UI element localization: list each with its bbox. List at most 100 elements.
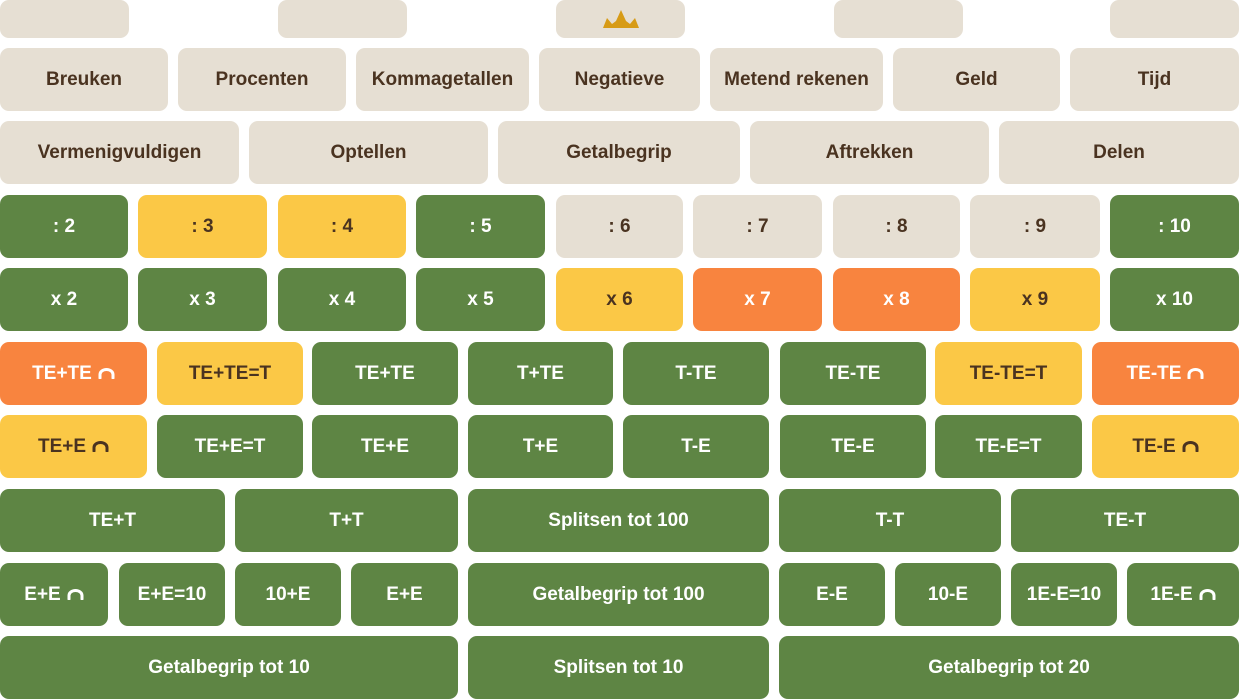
tile-label: Splitsen tot 100 <box>548 509 689 531</box>
multiplication-x-9-button[interactable]: x 9 <box>970 268 1100 331</box>
tile-label: 1E-E <box>1150 583 1193 605</box>
te_row-te-te-button[interactable]: TE-TE <box>1092 342 1239 405</box>
level-top-tile-4[interactable] <box>834 0 963 38</box>
subjects-breuken-button[interactable]: Breuken <box>0 48 168 111</box>
division-div-6-button[interactable]: : 6 <box>556 195 683 258</box>
small_row-epluse-button[interactable]: E+E <box>0 563 108 626</box>
division-div-3-button[interactable]: : 3 <box>138 195 267 258</box>
base_row-getalbegrip-tot-20-button[interactable]: Getalbegrip tot 20 <box>779 636 1239 699</box>
base_row-getalbegrip-tot-10-button[interactable]: Getalbegrip tot 10 <box>0 636 458 699</box>
tile-label: TE+E <box>360 435 410 457</box>
tile-label: T-T <box>875 509 905 531</box>
small_row-1e-eeq10-button[interactable]: 1E-E=10 <box>1011 563 1117 626</box>
small_row-10-e-button[interactable]: 10-E <box>895 563 1001 626</box>
t_row-te-t-button[interactable]: TE-T <box>1011 489 1239 552</box>
tile-label: TE-TE <box>825 362 881 384</box>
operations-getalbegrip-button[interactable]: Getalbegrip <box>498 121 740 184</box>
tile-label: x 2 <box>50 288 78 310</box>
division-div-4-button[interactable]: : 4 <box>278 195 406 258</box>
subjects-procenten-button[interactable]: Procenten <box>178 48 346 111</box>
e_row-te-e-button[interactable]: TE-E <box>780 415 926 478</box>
operations-delen-button[interactable]: Delen <box>999 121 1239 184</box>
t_row-t-t-button[interactable]: T-T <box>779 489 1001 552</box>
t_row-splitsen-tot-100-button[interactable]: Splitsen tot 100 <box>468 489 769 552</box>
tile-label: : 7 <box>746 215 769 237</box>
tile-label: T+E <box>522 435 559 457</box>
tile-label: TE+TE=T <box>188 362 272 384</box>
e_row-te-eeqt-button[interactable]: TE-E=T <box>935 415 1082 478</box>
tile-label: x 9 <box>1021 288 1049 310</box>
level-top-tile-1[interactable] <box>0 0 129 38</box>
e_row-t-e-button[interactable]: T-E <box>623 415 769 478</box>
t_row-tplust-button[interactable]: T+T <box>235 489 458 552</box>
operations-aftrekken-button[interactable]: Aftrekken <box>750 121 989 184</box>
tile-label: Negatieve <box>574 68 665 90</box>
multiplication-x-5-button[interactable]: x 5 <box>416 268 545 331</box>
e_row-tpluse-button[interactable]: T+E <box>468 415 613 478</box>
tile-label: Metend rekenen <box>724 68 869 90</box>
tile-label: TE+TE <box>32 362 92 384</box>
tile-label: 10+E <box>265 583 311 605</box>
multiplication-x-7-button[interactable]: x 7 <box>693 268 822 331</box>
tile-label: Splitsen tot 10 <box>553 656 684 678</box>
level-top-tile-5[interactable] <box>1110 0 1239 38</box>
small_row-epluse-button[interactable]: E+E <box>351 563 458 626</box>
division-div-8-button[interactable]: : 8 <box>833 195 960 258</box>
multiplication-x-6-button[interactable]: x 6 <box>556 268 683 331</box>
operations-vermenigvuldigen-button[interactable]: Vermenigvuldigen <box>0 121 239 184</box>
e_row-te-e-button[interactable]: TE-E <box>1092 415 1239 478</box>
e_row-tepluse-button[interactable]: TE+E <box>312 415 458 478</box>
subjects-geld-button[interactable]: Geld <box>893 48 1060 111</box>
multiplication-x-10-button[interactable]: x 10 <box>1110 268 1239 331</box>
tile-label: Tijd <box>1137 68 1172 90</box>
tile-label: : 3 <box>191 215 214 237</box>
level-top-tile-3[interactable] <box>556 0 685 38</box>
te_row-te-te-button[interactable]: TE-TE <box>780 342 926 405</box>
level-top-tile-2[interactable] <box>278 0 407 38</box>
small_row-e-e-button[interactable]: E-E <box>779 563 885 626</box>
tile-label: x 6 <box>606 288 633 310</box>
tile-label: : 8 <box>885 215 908 237</box>
e_row-tepluse-button[interactable]: TE+E <box>0 415 147 478</box>
tile-label: TE+E=T <box>194 435 266 457</box>
te_row-te-teeqt-button[interactable]: TE-TE=T <box>935 342 1082 405</box>
subjects-kommagetallen-button[interactable]: Kommagetallen <box>356 48 529 111</box>
tile-label: TE-E <box>831 435 875 457</box>
multiplication-x-3-button[interactable]: x 3 <box>138 268 267 331</box>
bridge-arc-icon <box>98 368 115 379</box>
te_row-tepluste-button[interactable]: TE+TE <box>0 342 147 405</box>
tile-label: 10-E <box>927 583 969 605</box>
tile-label: Breuken <box>45 68 123 90</box>
division-div-2-button[interactable]: : 2 <box>0 195 128 258</box>
t_row-teplust-button[interactable]: TE+T <box>0 489 225 552</box>
te_row-tpluste-button[interactable]: T+TE <box>468 342 613 405</box>
bridge-arc-icon <box>1187 368 1204 379</box>
small_row-getalbegrip-tot-100-button[interactable]: Getalbegrip tot 100 <box>468 563 769 626</box>
subjects-tijd-button[interactable]: Tijd <box>1070 48 1239 111</box>
tile-label: E+E <box>386 583 423 605</box>
tile-label: Delen <box>1093 141 1145 163</box>
e_row-tepluseeqt-button[interactable]: TE+E=T <box>157 415 303 478</box>
te_row-teplusteeqt-button[interactable]: TE+TE=T <box>157 342 303 405</box>
small_row-10pluse-button[interactable]: 10+E <box>235 563 341 626</box>
subjects-metend-rekenen-button[interactable]: Metend rekenen <box>710 48 883 111</box>
bridge-arc-icon <box>1182 441 1199 452</box>
multiplication-x-2-button[interactable]: x 2 <box>0 268 128 331</box>
division-div-5-button[interactable]: : 5 <box>416 195 545 258</box>
multiplication-x-8-button[interactable]: x 8 <box>833 268 960 331</box>
te_row-t-te-button[interactable]: T-TE <box>623 342 769 405</box>
small_row-1e-e-button[interactable]: 1E-E <box>1127 563 1239 626</box>
division-div-7-button[interactable]: : 7 <box>693 195 822 258</box>
operations-optellen-button[interactable]: Optellen <box>249 121 488 184</box>
tile-label: TE-E=T <box>975 435 1042 457</box>
tile-label: T+T <box>329 509 364 531</box>
division-div-9-button[interactable]: : 9 <box>970 195 1100 258</box>
small_row-epluseeq10-button[interactable]: E+E=10 <box>119 563 225 626</box>
subjects-negatieve-button[interactable]: Negatieve <box>539 48 700 111</box>
multiplication-x-4-button[interactable]: x 4 <box>278 268 406 331</box>
tile-label: Getalbegrip tot 10 <box>148 656 310 678</box>
division-div-10-button[interactable]: : 10 <box>1110 195 1239 258</box>
base_row-splitsen-tot-10-button[interactable]: Splitsen tot 10 <box>468 636 769 699</box>
te_row-tepluste-button[interactable]: TE+TE <box>312 342 458 405</box>
tile-label: x 4 <box>328 288 356 310</box>
